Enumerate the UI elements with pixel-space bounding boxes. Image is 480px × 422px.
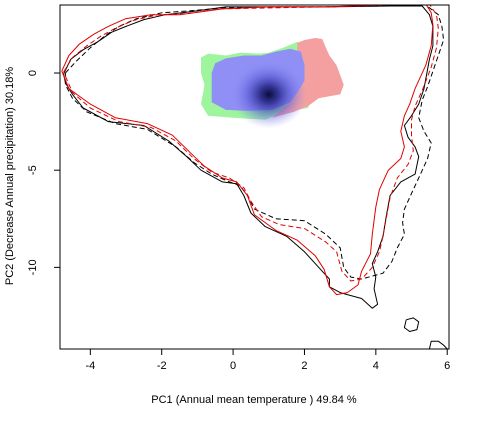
- x-tick-label: 2: [301, 360, 307, 372]
- density-layer: [230, 60, 307, 129]
- contour-line-red-dashed-3: [63, 5, 439, 282]
- density-peak: [230, 60, 307, 129]
- y-tick-label: -10: [27, 259, 39, 275]
- x-tick-label: 6: [444, 360, 450, 372]
- contour-lines: [61, 5, 448, 349]
- x-tick-label: 4: [373, 360, 379, 372]
- region-invaded-only: [272, 38, 344, 118]
- y-tick-label: -5: [27, 165, 39, 175]
- y-tick-label: 0: [27, 70, 39, 76]
- plot-frame: [59, 4, 450, 350]
- x-tick-label: 0: [230, 360, 236, 372]
- x-tick-label: -2: [157, 360, 167, 372]
- x-axis-title: PC1 (Annual mean temperature ) 49.84 %: [151, 394, 357, 406]
- contour-line-black-solid-0: [63, 5, 434, 309]
- y-axis-title: PC2 (Decrease Annual precipitation) 30.1…: [4, 67, 16, 286]
- y-axis: 0 -5 -10: [27, 70, 60, 275]
- contour-line-red-solid-2: [61, 5, 434, 296]
- x-tick-label: -4: [85, 360, 95, 372]
- x-axis: -4 -2 0 2 4 6: [85, 349, 450, 372]
- contour-line-black-dashed-1: [64, 5, 445, 280]
- contour-line-black-solid-5: [428, 340, 448, 349]
- contour-line-black-solid-4: [403, 317, 420, 332]
